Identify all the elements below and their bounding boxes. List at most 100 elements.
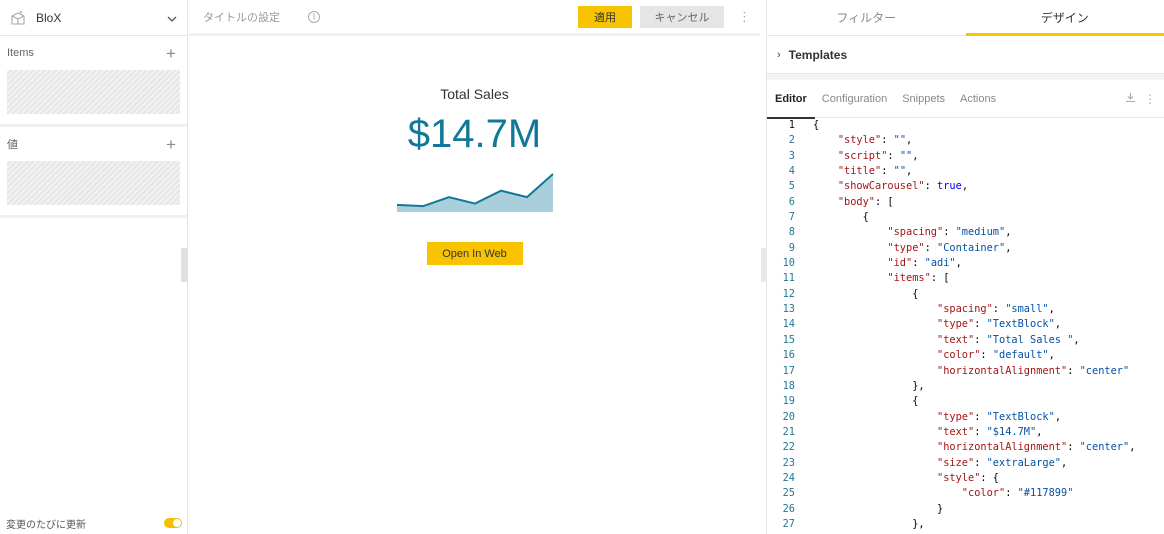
code-line[interactable]: 5 "showCarousel": true,	[767, 179, 1164, 194]
items-drop-zone[interactable]	[7, 70, 180, 114]
line-number: 14	[782, 318, 795, 331]
code-line[interactable]: 4 "title": "",	[767, 164, 1164, 179]
widget-selector[interactable]: BloX	[0, 0, 187, 36]
right-resize-handle[interactable]	[761, 248, 768, 282]
auto-update-label: 変更のたびに更新	[6, 519, 86, 531]
values-label: 値	[7, 139, 18, 151]
apply-button[interactable]: 適用	[578, 5, 632, 28]
tab-filter[interactable]: フィルター	[836, 11, 897, 25]
code-text: "id": "adi",	[887, 257, 962, 270]
code-line[interactable]: 27 },	[767, 517, 1164, 532]
code-line[interactable]: 21 "text": "$14.7M",	[767, 425, 1164, 440]
code-line[interactable]: 11 "items": [	[767, 271, 1164, 286]
line-number: 1	[788, 119, 795, 131]
more-options-icon[interactable]: ⋮	[738, 8, 751, 24]
code-line[interactable]: 25 "color": "#117899"	[767, 486, 1164, 501]
chevron-down-icon[interactable]	[165, 11, 179, 25]
code-line[interactable]: 18 },	[767, 379, 1164, 394]
code-line[interactable]: 20 "type": "TextBlock",	[767, 410, 1164, 425]
code-text: "type": "TextBlock",	[937, 318, 1062, 331]
templates-label: Templates	[788, 47, 848, 62]
add-value-button[interactable]: +	[166, 134, 176, 154]
line-number: 15	[782, 333, 795, 346]
line-number: 17	[782, 364, 795, 377]
line-number: 18	[782, 379, 795, 392]
code-line[interactable]: 22 "horizontalAlignment": "center",	[767, 440, 1164, 455]
line-number: 13	[782, 303, 795, 316]
items-label: Items	[7, 47, 34, 59]
code-line[interactable]: 7 {	[767, 210, 1164, 225]
code-line[interactable]: 10 "id": "adi",	[767, 256, 1164, 271]
preview-header: タイトルの設定 i 適用 キャンセル ⋮	[189, 0, 760, 36]
tab-design[interactable]: デザイン	[965, 0, 1164, 36]
more-options-icon[interactable]: ⋮	[1144, 91, 1156, 106]
code-text: }	[813, 502, 944, 515]
code-text: "color": "#117899"	[961, 487, 1074, 500]
code-line[interactable]: 17 "horizontalAlignment": "center"	[767, 364, 1164, 379]
code-text: "script": "",	[837, 149, 919, 162]
left-resize-handle[interactable]	[181, 248, 188, 282]
info-icon[interactable]: i	[308, 10, 320, 23]
code-line[interactable]: 19 {	[767, 394, 1164, 409]
line-number: 8	[788, 226, 795, 239]
code-text: "style": "",	[837, 134, 913, 147]
tab-snippets[interactable]: Snippets	[902, 92, 946, 105]
tab-actions[interactable]: Actions	[960, 92, 997, 105]
sparkline-chart	[396, 173, 554, 212]
code-text: "spacing": "medium",	[887, 226, 1012, 239]
open-in-web-button[interactable]: Open In Web	[426, 242, 523, 265]
add-item-button[interactable]: +	[166, 43, 176, 63]
items-section: Items +	[0, 36, 187, 127]
app-name: BloX	[36, 10, 62, 25]
code-text: "type": "Container",	[887, 241, 1012, 254]
line-number: 11	[782, 272, 795, 285]
values-section: 値 +	[0, 127, 187, 218]
line-number: 20	[782, 410, 795, 423]
right-panel: フィルター デザイン › Templates Editor Configurat…	[766, 0, 1164, 534]
code-line[interactable]: 1{	[767, 118, 1164, 133]
code-line[interactable]: 12 {	[767, 287, 1164, 302]
blox-logo-icon	[8, 8, 28, 28]
code-line[interactable]: 23 "size": "extraLarge",	[767, 456, 1164, 471]
line-number: 2	[788, 134, 795, 147]
code-text: "size": "extraLarge",	[937, 456, 1068, 469]
code-text: "title": "",	[837, 165, 913, 178]
values-drop-zone[interactable]	[7, 161, 180, 205]
code-text: },	[813, 379, 925, 392]
line-number: 3	[788, 149, 795, 162]
code-text: "showCarousel": true,	[837, 180, 969, 193]
code-line[interactable]: 24 "style": {	[767, 471, 1164, 486]
code-line[interactable]: 14 "type": "TextBlock",	[767, 317, 1164, 332]
code-text: {	[813, 119, 820, 131]
tab-editor[interactable]: Editor	[767, 80, 815, 119]
tab-configuration[interactable]: Configuration	[821, 92, 888, 105]
code-line[interactable]: 8 "spacing": "medium",	[767, 225, 1164, 240]
code-line[interactable]: 13 "spacing": "small",	[767, 302, 1164, 317]
code-line[interactable]: 26 }	[767, 502, 1164, 517]
code-line[interactable]: 15 "text": "Total Sales ",	[767, 333, 1164, 348]
code-text: {	[813, 287, 919, 300]
code-line[interactable]: 2 "style": "",	[767, 133, 1164, 148]
code-text: "items": [	[887, 272, 950, 285]
code-text: },	[813, 517, 925, 530]
editor-tabs: Editor Configuration Snippets Actions ⋮	[767, 80, 1164, 119]
code-line[interactable]: 3 "script": "",	[767, 149, 1164, 164]
code-text: "body": [	[837, 195, 894, 208]
auto-update-toggle[interactable]	[164, 518, 182, 528]
code-text: "color": "default",	[937, 349, 1055, 362]
line-number: 5	[788, 180, 795, 193]
code-line[interactable]: 9 "type": "Container",	[767, 241, 1164, 256]
code-line[interactable]: 16 "color": "default",	[767, 348, 1164, 363]
line-number: 27	[782, 517, 795, 530]
code-line[interactable]: 6 "body": [	[767, 195, 1164, 210]
templates-toggle[interactable]: › Templates	[767, 36, 1164, 74]
panel-tabs: フィルター デザイン	[767, 0, 1164, 36]
title-input[interactable]: タイトルの設定	[203, 11, 280, 24]
cancel-button[interactable]: キャンセル	[640, 5, 724, 28]
code-text: "text": "Total Sales ",	[937, 333, 1080, 346]
json-code-editor[interactable]: 1{2 "style": "", 3 "script": "", 4 "title"…	[767, 118, 1164, 534]
auto-update-row: 変更のたびに更新	[0, 512, 188, 534]
line-number: 19	[782, 395, 795, 408]
code-text: "type": "TextBlock",	[937, 410, 1062, 423]
download-icon[interactable]	[1125, 92, 1136, 106]
